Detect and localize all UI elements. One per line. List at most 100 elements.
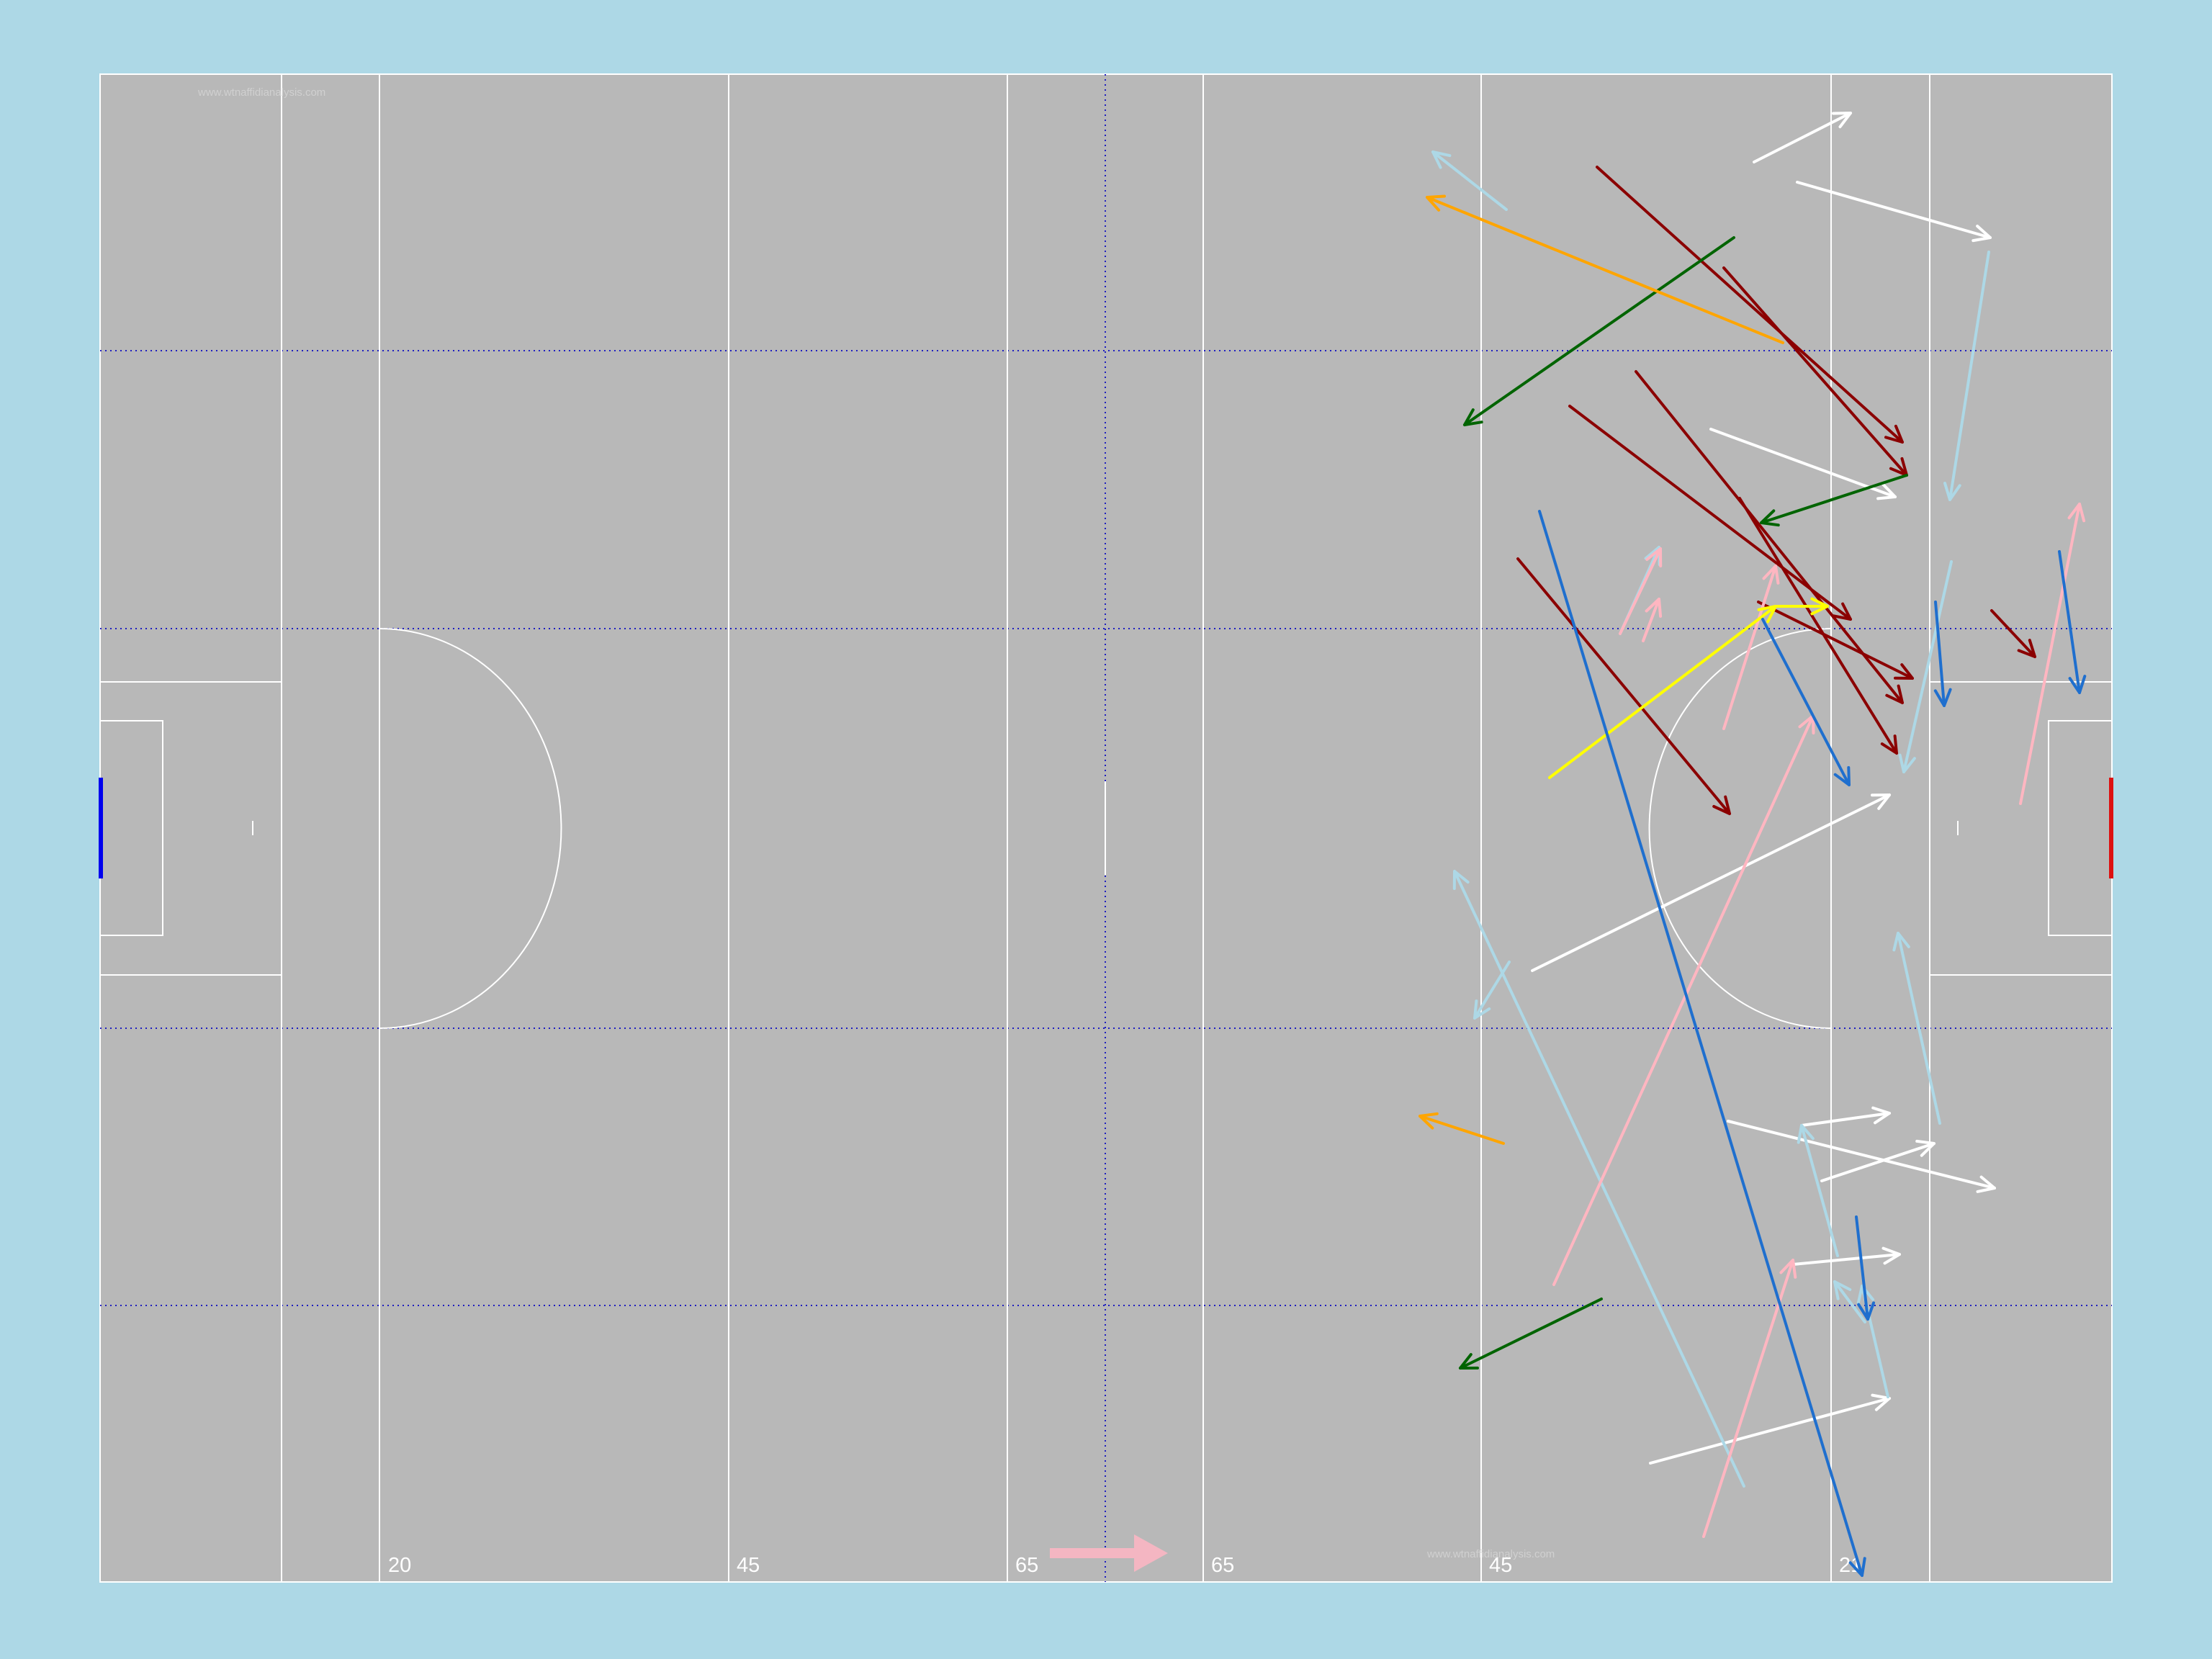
pass-arrow-head	[1885, 684, 1904, 704]
pass-arrow-shaft	[1791, 1253, 1901, 1266]
pass-arrow-shaft	[1431, 150, 1508, 211]
pass-arrow-darkred	[1635, 370, 1904, 704]
pass-arrow-darkgreen	[1459, 1298, 1603, 1370]
pass-arrow-darkgreen	[1463, 236, 1735, 426]
pass-arrow-shaft	[1649, 1397, 1891, 1465]
pass-arrow-shaft	[1833, 1280, 1866, 1323]
distance-label-20-left: 20	[388, 1554, 411, 1577]
pass-arrow-head	[1884, 424, 1904, 444]
watermark-top: www.wtnaffidianalysis.com	[197, 86, 325, 99]
pass-arrow-white	[1649, 1393, 1891, 1465]
distance-label-65-left: 65	[1015, 1554, 1038, 1577]
pass-arrow-shaft	[1548, 605, 1777, 779]
pass-arrow-head	[1871, 1393, 1891, 1411]
left-d-arc	[379, 628, 562, 1029]
pass-arrow-shaft	[2058, 550, 2081, 694]
zone-lines	[100, 74, 2112, 1582]
pass-arrow-head	[1933, 688, 1952, 707]
pass-arrow-shaft	[1635, 370, 1904, 704]
pass-arrow-shaft	[1902, 560, 1953, 773]
pass-arrow-orange	[1419, 1112, 1505, 1145]
pass-arrow-shaft	[1596, 166, 1904, 444]
distance-label-45-right: 45	[1489, 1554, 1512, 1577]
right-d-arc	[1648, 628, 1832, 1029]
pass-arrow-head	[2068, 675, 2087, 694]
pass-arrow-head	[1645, 547, 1663, 567]
pass-arrow-darkred	[1596, 166, 1904, 444]
pass-arrow-shaft	[1761, 618, 1851, 786]
pass-arrow-darkred	[1516, 557, 1731, 815]
pass-arrow-head	[1426, 194, 1446, 212]
pass-arrow-white	[1796, 181, 1992, 243]
pass-arrow-darkred	[1738, 497, 1898, 755]
pass-arrow-head	[1419, 1112, 1439, 1130]
pass-arrow-pink	[1722, 565, 1780, 730]
pass-arrow-shaft	[1709, 428, 1897, 498]
pass-arrow-shaft	[1473, 961, 1511, 1020]
pass-arrow-head	[1857, 1301, 1875, 1321]
pass-arrow-head	[1760, 509, 1780, 527]
pass-arrow-shaft	[1453, 870, 1745, 1488]
pass-arrow-pink	[1619, 547, 1663, 635]
pass-arrow-lightblue	[1898, 560, 1953, 773]
pass-arrow-head	[1832, 602, 1852, 621]
pass-arrow-head	[1898, 753, 1916, 773]
pass-arrow-orange	[1426, 194, 1784, 344]
pass-arrow-head	[1871, 1106, 1891, 1125]
pass-arrow-blue	[2058, 550, 2087, 694]
pass-arrow-lightblue	[1797, 1124, 1839, 1257]
pass-arrow-lightblue	[1943, 251, 1990, 501]
pass-arrow-shaft	[1820, 1142, 1936, 1182]
pass-arrow-shaft	[1897, 932, 1941, 1125]
pass-arrow-pink	[2019, 503, 2086, 805]
pass-arrow-shaft	[1722, 565, 1777, 730]
pass-arrow-shaft	[1702, 1259, 1794, 1538]
pass-arrow-shaft	[1800, 1112, 1891, 1127]
pass-arrow-shaft	[1722, 266, 1908, 477]
pass-arrow-shaft	[1855, 1215, 1869, 1321]
pass-arrow-shaft	[1552, 714, 1815, 1286]
pass-arrow-head	[1871, 793, 1891, 810]
pass-arrow-head	[1452, 870, 1470, 890]
pass-arrow-head	[1833, 766, 1851, 786]
pass-arrow-blue	[1933, 601, 1952, 707]
pass-arrow-head	[1459, 1353, 1479, 1370]
pass-arrow-pink	[1702, 1259, 1797, 1538]
pass-arrow-head	[1833, 1280, 1852, 1300]
pass-arrow-head	[1972, 225, 1992, 243]
pass-arrows	[1419, 112, 2087, 1577]
pass-arrow-shaft	[1800, 1124, 1839, 1257]
pass-arrow-head	[1797, 1124, 1815, 1144]
pass-arrow-yellow	[1774, 597, 1829, 616]
pass-arrow-head	[1915, 1139, 1936, 1157]
pass-arrow-blue	[1538, 510, 1866, 1577]
pass-arrow-head	[1810, 597, 1829, 616]
pass-arrow-shaft	[1642, 598, 1660, 642]
pass-arrow-blue	[1761, 618, 1851, 786]
pass-arrow-head	[1880, 734, 1898, 755]
left-goal-area	[99, 628, 562, 1029]
pass-arrow-shaft	[1738, 497, 1898, 755]
pass-arrow-shaft	[1760, 474, 1908, 524]
right-goal-area	[1648, 628, 2113, 1029]
pass-arrow-shaft	[1990, 609, 2036, 658]
pass-arrow-darkred	[1757, 601, 1914, 680]
pass-arrow-head	[1848, 1557, 1866, 1577]
pass-arrow-head	[1943, 482, 1961, 501]
pass-arrow-white	[1753, 112, 1852, 163]
pass-arrow-head	[1876, 482, 1897, 500]
pass-arrow-shaft	[1568, 405, 1852, 621]
pass-arrow-lightblue	[1431, 150, 1508, 211]
pass-arrow-shaft	[1934, 601, 1946, 707]
pass-arrow-white	[1727, 1120, 1996, 1193]
pass-arrow-shaft	[1753, 112, 1852, 163]
pass-arrow-shaft	[1796, 181, 1992, 239]
pass-arrow-lightblue	[1833, 1280, 1866, 1323]
pass-arrow-head	[1431, 150, 1452, 169]
pass-arrow-shaft	[1426, 196, 1784, 344]
pass-arrow-darkgreen	[1760, 474, 1908, 527]
pass-arrow-shaft	[1538, 510, 1863, 1577]
pass-arrow-shaft	[1531, 793, 1891, 972]
pass-arrow-head	[1832, 112, 1852, 129]
pass-arrow-head	[1856, 1285, 1875, 1305]
